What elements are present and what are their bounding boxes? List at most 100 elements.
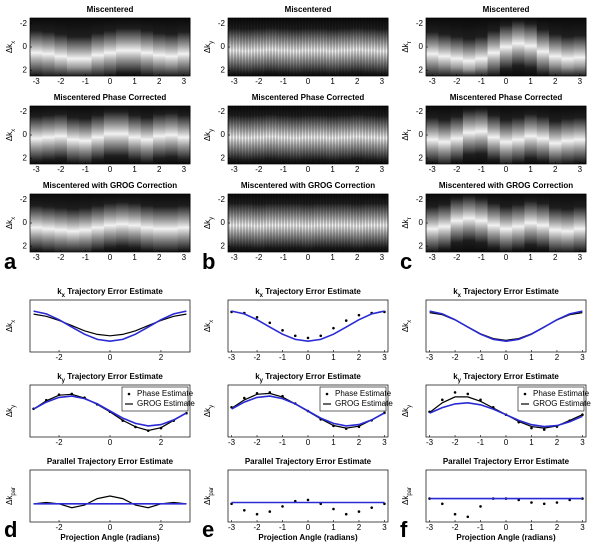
chart-title-sub: y: [458, 378, 462, 384]
heat-strip: [375, 18, 389, 76]
chart-title-main: Miscentered Phase Corrected: [450, 93, 563, 102]
heat-strip: [536, 106, 550, 164]
y-axis-label-sub: x: [11, 217, 17, 220]
panel-label: c: [400, 249, 412, 274]
x-tick-label: 2: [553, 165, 558, 174]
legend-label: Phase Estimate: [533, 389, 590, 398]
chart-title: Miscentered with GROG Correction: [439, 181, 573, 190]
x-tick-label: -1: [82, 165, 90, 174]
x-tick-label: 0: [108, 523, 113, 532]
data-point: [530, 501, 533, 504]
y-tick-label: 0: [23, 218, 28, 227]
x-tick-label: 2: [553, 253, 558, 262]
y-axis-label-main: Δk: [401, 407, 410, 417]
heat-strip: [351, 194, 364, 252]
legend-label: GROG Estimate: [137, 399, 195, 408]
x-tick-label: -3: [429, 253, 437, 262]
data-point: [530, 426, 533, 430]
y-tick-label: 2: [23, 65, 28, 74]
heat-strip: [116, 18, 129, 76]
chart-title-main: Parallel Trajectory Error Estimate: [245, 457, 372, 466]
plot-background: [426, 300, 586, 352]
x-tick-label: -2: [57, 165, 65, 174]
x-tick-label: 0: [504, 253, 509, 262]
heat-strip: [153, 18, 166, 76]
y-axis-label-main: Δk: [5, 43, 14, 53]
x-tick-label: 3: [580, 353, 585, 362]
heat-strip: [103, 18, 117, 76]
y-axis-label-main: Δk: [401, 322, 410, 332]
y-tick-label: 2: [419, 241, 424, 250]
data-point: [555, 501, 559, 504]
x-tick-label: 3: [182, 165, 187, 174]
x-tick-label: 1: [132, 165, 137, 174]
y-tick-label: -2: [218, 19, 226, 28]
chart-title: kx Trajectory Error Estimate: [57, 287, 163, 298]
heat-strip: [573, 106, 587, 164]
y-tick-label: -2: [218, 107, 226, 116]
y-axis-label: Δky: [401, 405, 412, 417]
x-tick-label: 1: [529, 523, 534, 532]
legend-label: Phase Estimate: [335, 389, 392, 398]
heat-strip: [153, 194, 166, 252]
heat-strip: [499, 194, 513, 252]
y-axis-label-sub: y: [11, 405, 17, 408]
series-line: [429, 310, 583, 343]
data-point: [332, 326, 335, 330]
heat-strip: [277, 18, 291, 76]
heat-strip: [375, 194, 389, 252]
y-tick-label: 0: [419, 218, 424, 227]
data-point: [255, 316, 259, 319]
chart-title-end: Trajectory Error Estimate: [263, 287, 361, 296]
data-point: [306, 336, 310, 340]
heat-strip: [561, 194, 575, 252]
heat-strip: [536, 18, 550, 76]
chart-title-sub: y: [260, 378, 264, 384]
x-tick-label: 1: [331, 353, 336, 362]
x-tick-label: 3: [578, 77, 583, 86]
x-tick-label: 1: [331, 523, 336, 532]
y-axis-label-sub: x: [11, 320, 17, 323]
heat-strip: [264, 18, 278, 76]
x-tick-label: 0: [108, 253, 113, 262]
heat-strip: [165, 106, 179, 164]
heat-strip: [79, 106, 93, 164]
y-axis-label-sub: y: [209, 129, 215, 132]
chart-title-main: Miscentered Phase Corrected: [54, 93, 167, 102]
y-axis-label-main: Δk: [203, 131, 212, 141]
y-axis-label-main: Δk: [401, 42, 410, 52]
y-axis-label: Δkx: [5, 217, 16, 229]
y-axis-label: Δky: [203, 129, 214, 141]
heat-strip: [128, 106, 142, 164]
chart-title-main: k: [255, 372, 260, 381]
heat-strip: [573, 18, 587, 76]
heat-strip: [426, 106, 439, 164]
y-tick-label: -2: [20, 19, 28, 28]
x-tick-label: -1: [279, 438, 287, 447]
chart-title-sub: x: [458, 293, 462, 299]
y-axis-label: Δky: [203, 217, 214, 229]
chart-title-main: Miscentered with GROG Correction: [43, 181, 177, 190]
legend-marker: [127, 392, 131, 396]
x-tick-label: 3: [580, 438, 585, 447]
data-point: [243, 509, 246, 512]
y-tick-label: 2: [23, 153, 28, 162]
chart-title: Parallel Trajectory Error Estimate: [443, 457, 570, 466]
chart-title: ky Trajectory Error Estimate: [57, 372, 163, 383]
x-tick-label: -2: [255, 165, 263, 174]
y-axis-label-main: Δk: [5, 495, 14, 505]
heat-strip: [264, 106, 278, 164]
x-tick-label: 2: [157, 253, 162, 262]
x-tick-label: 1: [528, 253, 533, 262]
x-tick-label: -3: [33, 253, 41, 262]
x-tick-label: 0: [306, 253, 311, 262]
heat-strip: [524, 106, 538, 164]
data-point: [255, 512, 259, 516]
x-tick-label: -2: [453, 253, 461, 262]
x-tick-label: 3: [380, 165, 385, 174]
heat-strip: [338, 106, 352, 164]
heat-strip: [475, 106, 489, 164]
y-tick-label: -2: [218, 195, 226, 204]
heat-strip: [54, 106, 68, 164]
